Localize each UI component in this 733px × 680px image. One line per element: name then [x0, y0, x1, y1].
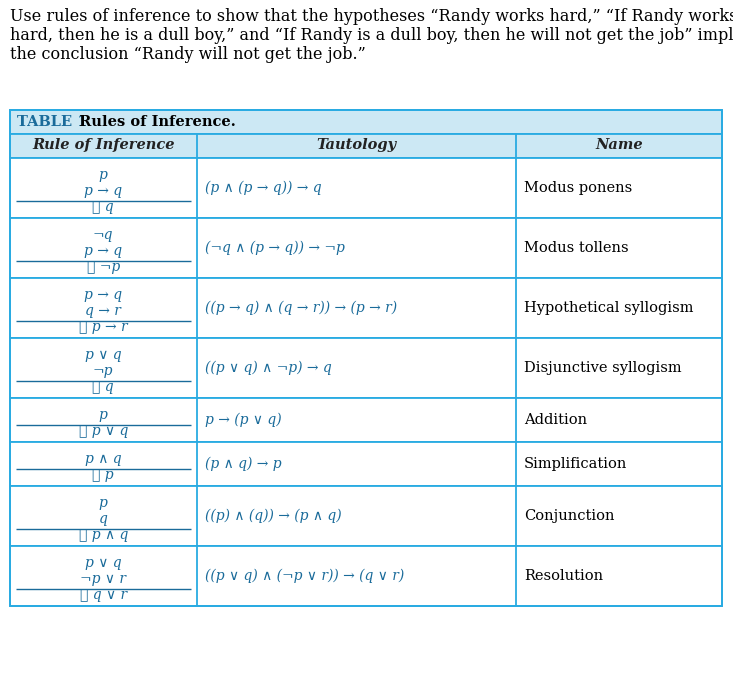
Text: ∴ q ∨ r: ∴ q ∨ r [80, 588, 127, 602]
Text: q: q [99, 512, 108, 526]
Text: p: p [99, 496, 108, 510]
Text: p: p [99, 168, 108, 182]
Text: p → q: p → q [84, 288, 122, 302]
Text: the conclusion “Randy will not get the job.”: the conclusion “Randy will not get the j… [10, 46, 366, 63]
Text: Tautology: Tautology [317, 138, 397, 152]
Text: p ∧ q: p ∧ q [85, 452, 122, 466]
Text: Hypothetical syllogism: Hypothetical syllogism [524, 301, 693, 315]
Text: Rule of Inference: Rule of Inference [32, 138, 174, 152]
Text: ((p) ∧ (q)) → (p ∧ q): ((p) ∧ (q)) → (p ∧ q) [205, 509, 341, 523]
Text: Simplification: Simplification [524, 457, 627, 471]
Text: (p ∧ q) → p: (p ∧ q) → p [205, 457, 281, 471]
Text: ∴ p ∨ q: ∴ p ∨ q [78, 424, 128, 438]
Text: ((p → q) ∧ (q → r)) → (p → r): ((p → q) ∧ (q → r)) → (p → r) [205, 301, 397, 316]
Text: Resolution: Resolution [524, 569, 603, 583]
Text: (p ∧ (p → q)) → q: (p ∧ (p → q)) → q [205, 181, 321, 195]
Text: (¬q ∧ (p → q)) → ¬p: (¬q ∧ (p → q)) → ¬p [205, 241, 345, 255]
Text: ∴ p: ∴ p [92, 468, 114, 482]
Bar [10, 338, 722, 398]
Text: Conjunction: Conjunction [524, 509, 615, 523]
Text: ¬q: ¬q [93, 228, 114, 242]
Text: Disjunctive syllogism: Disjunctive syllogism [524, 361, 682, 375]
Text: ∴ ¬p: ∴ ¬p [86, 260, 120, 274]
Text: ∴ p ∧ q: ∴ p ∧ q [78, 528, 128, 542]
Text: ¬p: ¬p [93, 364, 114, 378]
Bar [10, 278, 722, 338]
Bar [10, 546, 722, 606]
Bar [10, 110, 722, 134]
Text: p ∨ q: p ∨ q [85, 348, 122, 362]
Text: Name: Name [595, 138, 643, 152]
Text: Rules of Inference.: Rules of Inference. [69, 115, 236, 129]
Bar [10, 486, 722, 546]
Bar [10, 442, 722, 486]
Text: ((p ∨ q) ∧ (¬p ∨ r)) → (q ∨ r): ((p ∨ q) ∧ (¬p ∨ r)) → (q ∨ r) [205, 568, 404, 583]
Bar [10, 398, 722, 442]
Text: hard, then he is a dull boy,” and “If Randy is a dull boy, then he will not get : hard, then he is a dull boy,” and “If Ra… [10, 27, 733, 44]
Bar [10, 134, 722, 158]
Text: ((p ∨ q) ∧ ¬p) → q: ((p ∨ q) ∧ ¬p) → q [205, 361, 331, 375]
Text: Modus ponens: Modus ponens [524, 181, 633, 195]
Text: p: p [99, 408, 108, 422]
Text: Use rules of inference to show that the hypotheses “Randy works hard,” “If Randy: Use rules of inference to show that the … [10, 8, 733, 25]
Bar [10, 158, 722, 218]
Text: p → q: p → q [84, 184, 122, 198]
Bar [10, 218, 722, 278]
Text: p ∨ q: p ∨ q [85, 556, 122, 570]
Bar [10, 110, 722, 606]
Text: ∴ q: ∴ q [92, 380, 114, 394]
Text: ∴ q: ∴ q [92, 200, 114, 214]
Text: p → (p ∨ q): p → (p ∨ q) [205, 413, 281, 427]
Text: Addition: Addition [524, 413, 587, 427]
Text: ∴ p → r: ∴ p → r [79, 320, 128, 334]
Text: Modus tollens: Modus tollens [524, 241, 629, 255]
Text: TABLE 1: TABLE 1 [17, 115, 87, 129]
Text: ¬p ∨ r: ¬p ∨ r [81, 572, 126, 586]
Text: q → r: q → r [85, 304, 121, 318]
Text: p → q: p → q [84, 244, 122, 258]
